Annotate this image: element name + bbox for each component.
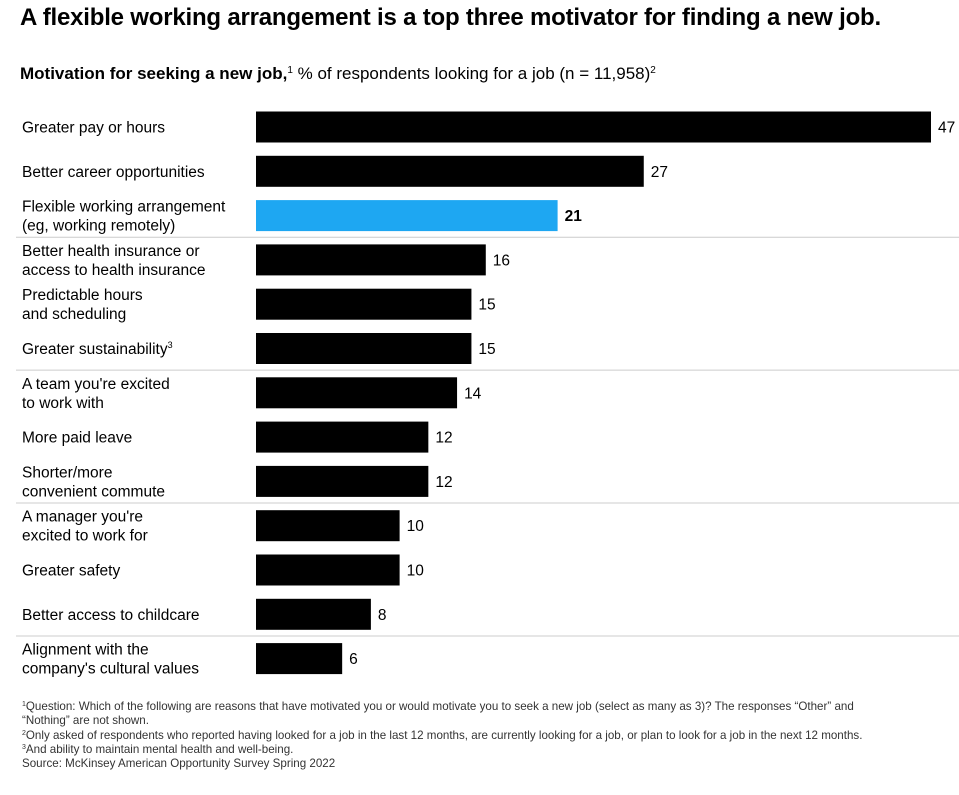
- bar-value-label: 15: [478, 341, 495, 358]
- headline: A flexible working arrangement is a top …: [20, 4, 881, 31]
- bar-value-label: 10: [407, 563, 425, 580]
- bar-category-label: Better access to childcare: [22, 607, 199, 624]
- bar-category-label: Better career opportunities: [22, 164, 205, 181]
- bar-value-label: 10: [407, 518, 425, 535]
- bar: [256, 155, 644, 187]
- bar-value-label: 6: [349, 651, 358, 668]
- bar-value-label: 27: [651, 164, 668, 181]
- bar: [256, 333, 472, 364]
- bar-value-label: 8: [378, 607, 387, 624]
- bar: [256, 643, 343, 675]
- bar-category-label: A manager you're excited to work for: [22, 509, 148, 545]
- bar-value-label: 21: [565, 208, 583, 225]
- bar-category-label: Greater safety: [22, 563, 120, 580]
- footnote-1: 1Question: Which of the following are re…: [22, 700, 854, 728]
- footnote-3: 3And ability to maintain mental health a…: [22, 742, 294, 756]
- bar-highlighted: [256, 200, 558, 232]
- bar-chart: Greater pay or hours 47 Better career oppo…: [16, 111, 959, 678]
- bar-category-label: Greater pay or hours: [22, 120, 165, 137]
- bar-category-label: More paid leave: [22, 430, 132, 447]
- bar-category-label: Greater sustainability3: [22, 340, 173, 358]
- footnotes: 1Question: Which of the following are re…: [22, 700, 957, 771]
- chart-subtitle: Motivation for seeking a new job,1 % of …: [20, 64, 656, 84]
- footnote-2: 2Only asked of respondents who reported …: [22, 728, 863, 742]
- bar-value-label: 16: [493, 252, 510, 269]
- bar-category-label: A team you're excited to work with: [22, 376, 170, 412]
- bar-category-label: Shorter/more convenient commute: [22, 464, 165, 500]
- bar-category-label: Flexible working arrangement (eg, working…: [22, 199, 226, 235]
- chart-title: Motivation for seeking a new job,: [20, 64, 288, 83]
- bar: [256, 510, 400, 542]
- bar: [256, 421, 429, 453]
- bar: [256, 288, 472, 320]
- bar-category-label: Predictable hours and scheduling: [22, 287, 143, 323]
- source-note: Source: McKinsey American Opportunity Su…: [22, 757, 336, 771]
- bar: [256, 554, 400, 586]
- bar: [256, 111, 931, 143]
- bar: [256, 598, 371, 630]
- bar-category-label: Alignment with the company's cultural val…: [22, 642, 199, 678]
- bar-value-label: 47: [938, 120, 955, 137]
- subtitle-footnote-mark: 2: [650, 65, 656, 76]
- bar: [256, 465, 429, 497]
- bar-value-label: 15: [478, 297, 495, 314]
- title-footnote-mark: 1: [287, 65, 293, 76]
- chart-unit-description: % of respondents looking for a job (n = …: [297, 64, 651, 83]
- bar-value-label: 12: [435, 474, 452, 491]
- bar-value-label: 12: [435, 430, 452, 447]
- bar-value-label: 14: [464, 385, 482, 402]
- bar: [256, 377, 458, 409]
- bar: [256, 244, 486, 276]
- bar-category-label: Better health insurance or access to heal…: [22, 243, 206, 279]
